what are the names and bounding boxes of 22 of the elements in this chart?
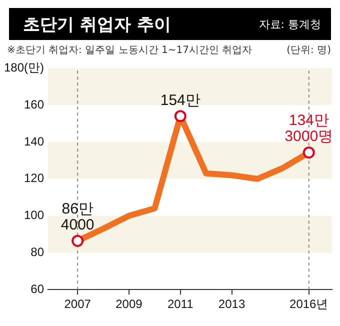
point — [302, 146, 315, 159]
y-tick-label: 180(만) — [4, 60, 44, 75]
x-tick-label: 2013 — [218, 297, 246, 312]
y-tick-label: 160 — [24, 97, 44, 112]
text: 자료: 통계청 — [258, 16, 321, 32]
y-tick-label: 80 — [30, 245, 44, 260]
x-tick-label: 2016년 — [290, 297, 328, 312]
x-tick-label: 2007 — [64, 297, 92, 312]
annotation: 86만 4000 — [60, 200, 94, 234]
x-tick-label: 2011 — [167, 297, 194, 312]
x-tick-label: 2009 — [116, 297, 143, 312]
annotation: 154만 — [160, 92, 200, 109]
y-tick-label: 60 — [30, 282, 44, 296]
text: (단위: 명) — [286, 44, 331, 57]
point — [174, 110, 186, 122]
chart-title: 초단기 취업자 추이 — [23, 14, 171, 36]
chart-subtitle: ※초단기 취업자: 일주일 노동시간 1~17시간인 취업자 — [7, 44, 252, 57]
y-tick-label: 100 — [24, 208, 44, 222]
point — [72, 234, 84, 247]
annotation: 134만 3000명 — [284, 112, 334, 146]
y-tick-label: 140 — [24, 134, 44, 148]
y-tick-label: 120 — [24, 171, 44, 186]
